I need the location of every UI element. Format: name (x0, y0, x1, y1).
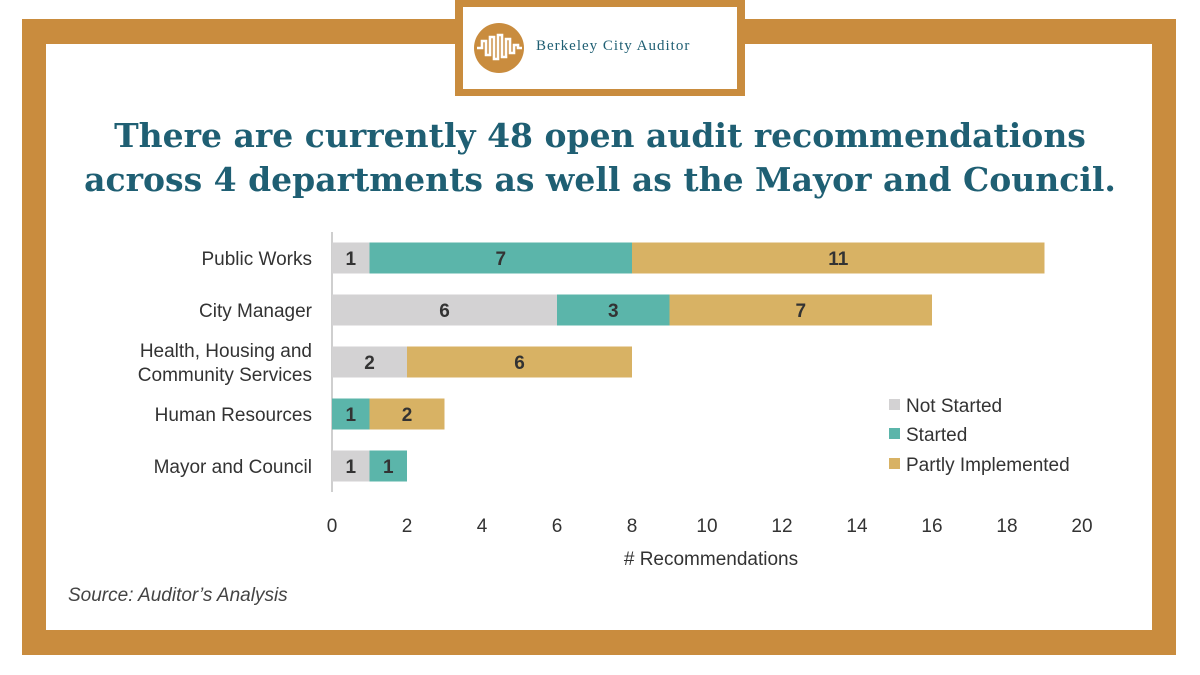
legend-swatch (889, 428, 900, 439)
category-label: Human Resources (155, 405, 312, 426)
bar-not-started (332, 294, 557, 326)
x-tick-label: 18 (996, 516, 1017, 537)
x-tick-label: 4 (477, 516, 488, 537)
x-tick-label: 16 (921, 516, 942, 537)
bar-not-started (332, 346, 407, 378)
bar-partly-implemented (632, 242, 1045, 274)
bar-started (557, 294, 670, 326)
data-label: 11 (828, 249, 849, 270)
x-tick-label: 20 (1071, 516, 1092, 537)
content-panel (46, 44, 1152, 630)
x-tick-label: 14 (846, 516, 868, 537)
logo-text: Berkeley City Auditor (536, 38, 691, 54)
data-label: 1 (383, 457, 394, 478)
x-tick-label: 6 (552, 516, 563, 537)
legend-label: Not Started (906, 396, 1002, 417)
category-label: City Manager (199, 301, 313, 322)
data-label: 1 (345, 249, 356, 270)
bar-started (369, 242, 632, 274)
title-line-2: across 4 departments as well as the Mayo… (84, 160, 1116, 199)
data-label: 1 (345, 457, 356, 478)
bar-not-started (332, 242, 370, 274)
bar-partly-implemented (407, 346, 632, 378)
x-tick-label: 10 (696, 516, 717, 537)
bar-partly-implemented (369, 398, 445, 430)
source-note: Source: Auditor’s Analysis (68, 585, 288, 606)
category-label: Health, Housing and Community Services (138, 341, 312, 386)
title-line-1: There are currently 48 open audit recomm… (114, 116, 1086, 155)
x-tick-label: 2 (402, 516, 413, 537)
x-axis-title: # Recommendations (624, 549, 798, 570)
x-tick-label: 0 (327, 516, 338, 537)
x-tick-label: 12 (771, 516, 792, 537)
data-label: 3 (608, 301, 619, 322)
page-title: There are currently 48 open audit recomm… (60, 114, 1140, 202)
legend-label: Partly Implemented (906, 455, 1070, 476)
legend-label: Started (906, 425, 967, 446)
bar-not-started (332, 450, 370, 482)
legend-swatch (889, 399, 900, 410)
x-tick-label: 8 (627, 516, 638, 537)
bar-started (332, 398, 370, 430)
data-label: 1 (345, 405, 356, 426)
category-label: Public Works (201, 249, 312, 270)
category-label: Mayor and Council (154, 457, 312, 478)
data-label: 7 (795, 301, 806, 322)
bar-started (369, 450, 407, 482)
data-label: 7 (495, 249, 506, 270)
data-label: 6 (514, 353, 525, 374)
sound-wave-icon (474, 23, 524, 73)
legend-swatch (889, 458, 900, 469)
data-label: 6 (439, 301, 450, 322)
data-label: 2 (364, 353, 375, 374)
bar-partly-implemented (669, 294, 932, 326)
data-label: 2 (402, 405, 413, 426)
